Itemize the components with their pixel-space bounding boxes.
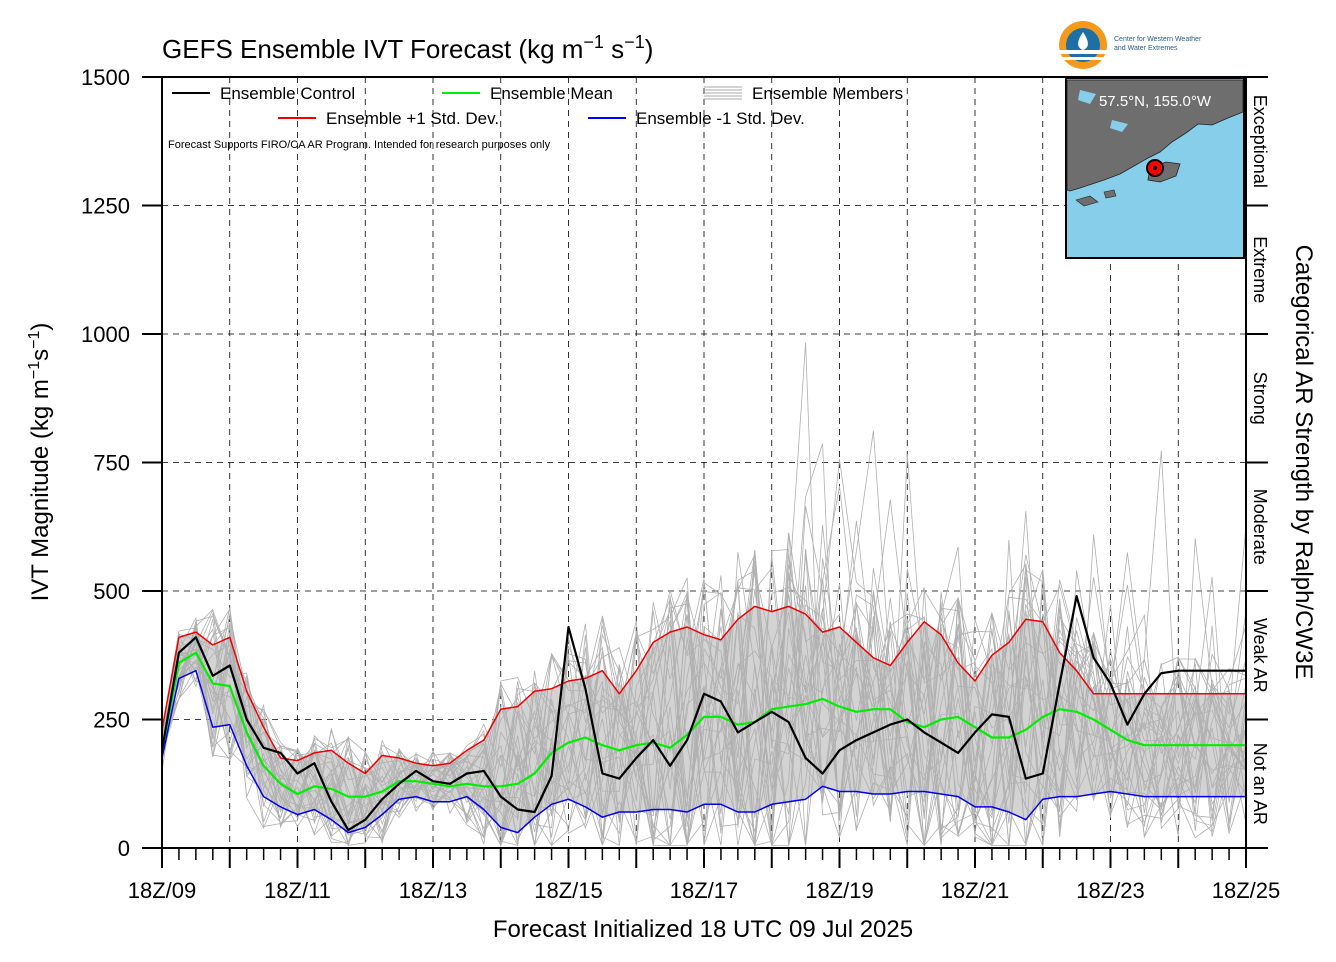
y-tick-label: 1000 <box>81 322 130 347</box>
x-tick-label: 18Z/25 <box>1212 878 1281 903</box>
inset-map-island <box>1075 195 1099 207</box>
y-tick-label: 1250 <box>81 194 130 219</box>
right-axis-title: Categorical AR Strength by Ralph/CW3E <box>1290 245 1317 680</box>
category-label: Not an AR <box>1250 743 1270 825</box>
logo-drop-icon <box>1078 32 1088 50</box>
legend-label-members: Ensemble Members <box>752 84 903 103</box>
x-tick-label: 18Z/23 <box>1076 878 1145 903</box>
inset-map-land <box>1066 79 1244 192</box>
inset-map-lake <box>1110 120 1128 132</box>
ensemble-member-line <box>161 566 1247 846</box>
x-tick-label: 18Z/19 <box>805 878 874 903</box>
location-inset-map: 57.5°N, 155.0°W <box>1065 77 1245 259</box>
cw3e-logo: Center for Western Weather and Water Ext… <box>1059 21 1202 69</box>
x-tick-label: 18Z/15 <box>534 878 603 903</box>
ensemble-mean-line <box>160 651 1246 798</box>
logo-wave-icon <box>1059 50 1107 54</box>
y-tick-label: 250 <box>93 708 130 733</box>
ensemble-member-line <box>161 520 1247 847</box>
legend-label-minus-std: Ensemble -1 Std. Dev. <box>636 109 805 128</box>
minus-std-line <box>161 669 1246 834</box>
legend-label-mean: Ensemble Mean <box>490 84 613 103</box>
y-tick-label: 500 <box>93 579 130 604</box>
y-axis-title: IVT Magnitude (kg m−1s−1) <box>26 323 54 602</box>
ensemble-member-line <box>161 551 1247 847</box>
legend-label-control: Ensemble Control <box>220 84 355 103</box>
ensemble-control-line <box>160 595 1246 832</box>
x-tick-label: 18Z/17 <box>670 878 739 903</box>
ensemble-member-line <box>161 450 1247 847</box>
ensemble-member-line <box>161 569 1247 846</box>
logo-text-line1: Center for Western Weather <box>1114 36 1202 43</box>
location-marker-center <box>1153 166 1157 170</box>
ensemble-member-line <box>161 552 1247 847</box>
inset-map-island <box>1103 189 1117 199</box>
category-label: Extreme <box>1250 236 1270 303</box>
legend-label-plus-std: Ensemble +1 Std. Dev. <box>326 109 499 128</box>
ensemble-member-line <box>161 569 1247 847</box>
inset-map-lake <box>1078 90 1096 104</box>
logo-wave-icon <box>1059 57 1107 60</box>
tick-labels: 0 250 500 750 1000 1250 1500 18Z/09 18Z/11 18Z/13… <box>81 65 1280 903</box>
ensemble-member-line <box>161 524 1247 847</box>
disclaimer-note: Forecast Supports FIRO/CA AR Program. In… <box>168 139 551 151</box>
y-tick-label: 0 <box>118 836 130 861</box>
chart-title: GEFS Ensemble IVT Forecast (kg m−1 s−1) <box>162 32 653 64</box>
category-label: Weak AR <box>1250 618 1270 693</box>
x-tick-label: 18Z/21 <box>941 878 1010 903</box>
category-labels: Not an AR Weak AR Moderate Strong Extreme Exc… <box>1250 95 1270 825</box>
legend: Ensemble Control Ensemble Mean Ensemble … <box>168 84 903 151</box>
ensemble-member-line <box>161 576 1247 847</box>
category-label: Exceptional <box>1250 95 1270 188</box>
series-lines <box>160 595 1246 834</box>
inset-location-label: 57.5°N, 155.0°W <box>1099 93 1212 110</box>
category-label: Moderate <box>1250 489 1270 565</box>
ensemble-member-line <box>161 499 1247 846</box>
category-label: Strong <box>1250 372 1270 425</box>
x-axis-title: Forecast Initialized 18 UTC 09 Jul 2025 <box>493 916 913 943</box>
y-tick-label: 1500 <box>81 65 130 90</box>
y-tick-label: 750 <box>93 451 130 476</box>
x-tick-label: 18Z/09 <box>128 878 197 903</box>
x-tick-label: 18Z/13 <box>399 878 468 903</box>
axes <box>142 76 1268 868</box>
ensemble-member-line <box>161 553 1247 847</box>
legend-swatch-members <box>704 86 742 100</box>
logo-text-line2: and Water Extremes <box>1114 45 1178 52</box>
x-tick-label: 18Z/11 <box>264 878 331 903</box>
